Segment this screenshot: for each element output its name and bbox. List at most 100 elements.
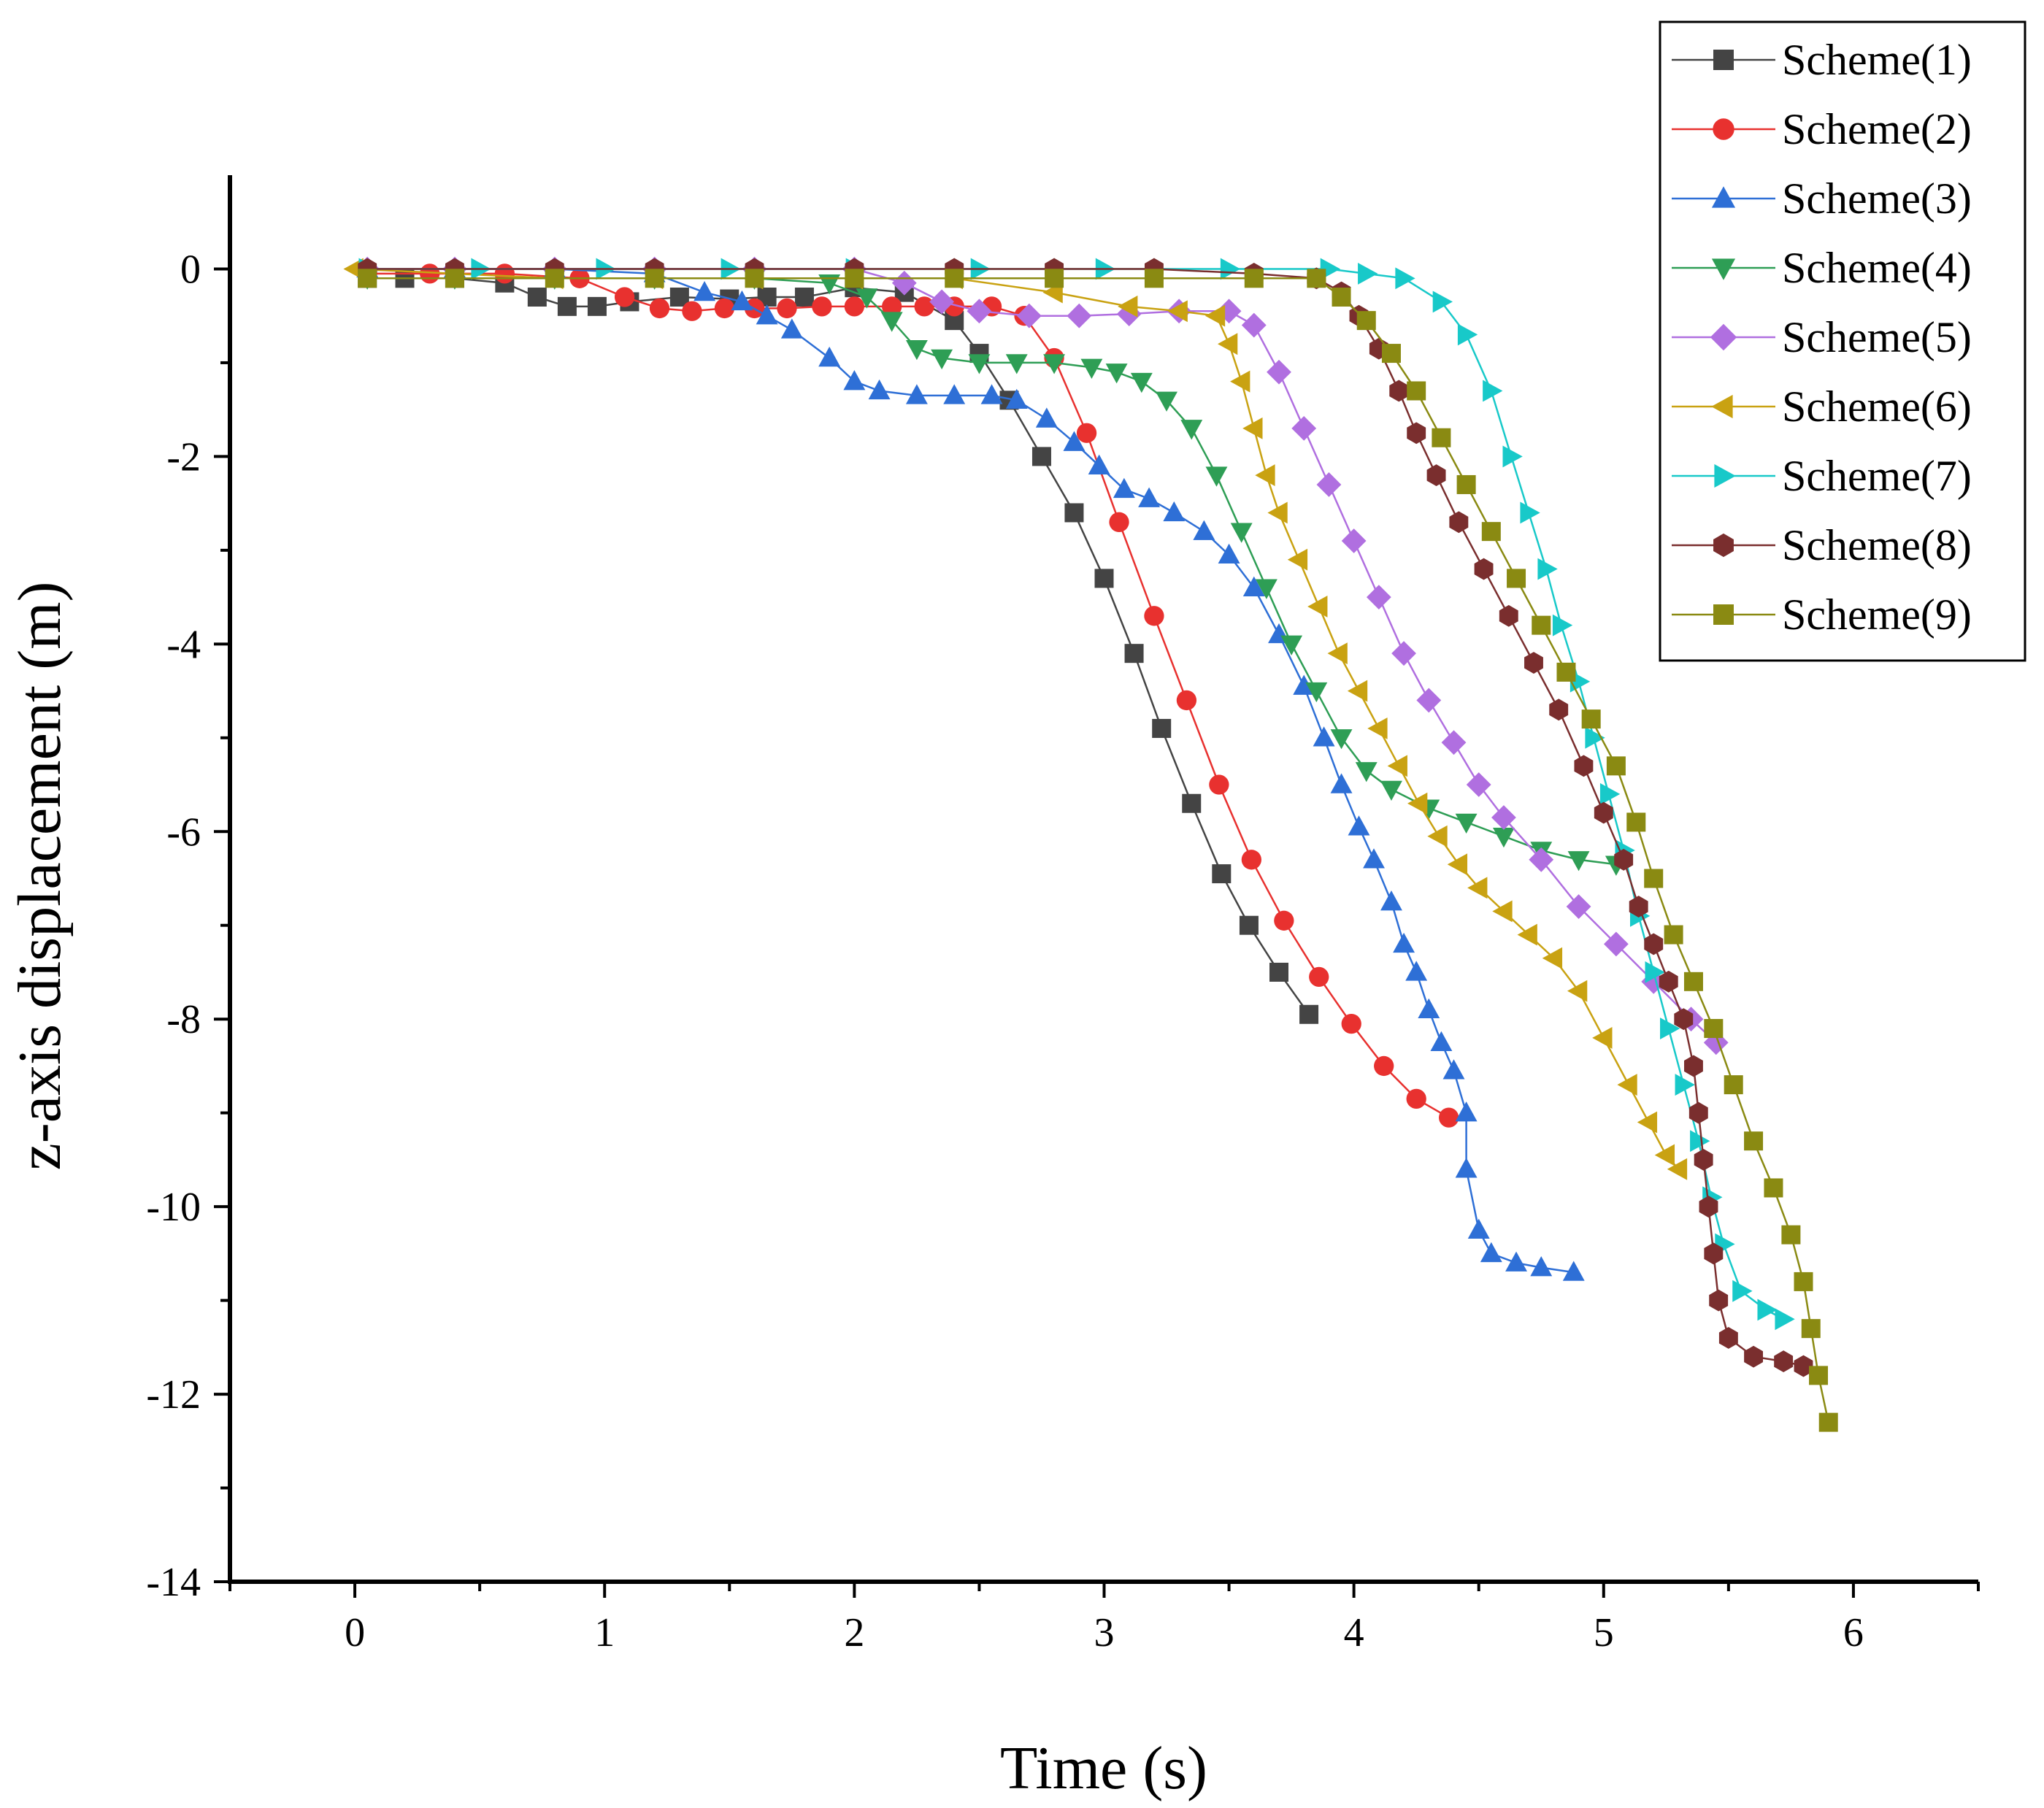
series-layer xyxy=(343,256,1838,1432)
data-point xyxy=(1732,1280,1753,1302)
data-point xyxy=(445,269,464,288)
data-point xyxy=(1781,1225,1801,1245)
data-point xyxy=(1794,1355,1813,1377)
series-line xyxy=(367,277,1617,866)
data-point xyxy=(1366,585,1391,609)
data-point xyxy=(1381,344,1401,363)
y-tick-label: 0 xyxy=(180,247,201,292)
legend-label: Scheme(5) xyxy=(1782,313,1972,361)
data-point xyxy=(1517,923,1537,946)
data-point xyxy=(1617,1074,1637,1096)
x-tick-label: 0 xyxy=(345,1610,365,1655)
data-point xyxy=(1809,1366,1829,1385)
data-point xyxy=(1699,1196,1718,1218)
data-point xyxy=(1064,503,1084,523)
data-point xyxy=(1466,772,1491,797)
data-point xyxy=(1520,501,1540,524)
data-point xyxy=(844,296,865,317)
data-point xyxy=(1456,474,1476,494)
data-point xyxy=(1480,1242,1502,1263)
data-point xyxy=(1205,466,1228,487)
legend-marker xyxy=(1713,50,1734,70)
data-point xyxy=(843,370,866,391)
legend-marker xyxy=(1711,186,1736,208)
data-point xyxy=(1430,1031,1453,1052)
x-tick-label: 4 xyxy=(1344,1610,1364,1655)
legend-marker xyxy=(1713,533,1734,558)
data-point xyxy=(1774,1350,1794,1373)
legend-label: Scheme(8) xyxy=(1782,521,1972,569)
data-point xyxy=(1629,896,1648,918)
legend-item: Scheme(4) xyxy=(1672,244,1972,292)
data-point xyxy=(980,384,1003,404)
data-point xyxy=(1659,970,1678,993)
data-point xyxy=(1330,729,1353,750)
data-point xyxy=(1654,1144,1675,1166)
data-point xyxy=(1230,523,1253,543)
data-point xyxy=(1217,333,1238,355)
data-point xyxy=(1293,674,1315,695)
data-point xyxy=(1599,782,1621,805)
data-point xyxy=(1407,422,1426,445)
data-point xyxy=(1524,652,1543,674)
data-point xyxy=(1694,1148,1713,1171)
data-point xyxy=(1592,1026,1613,1049)
data-point xyxy=(1330,773,1353,793)
data-point xyxy=(1393,932,1415,953)
data-point xyxy=(1307,269,1326,288)
data-point xyxy=(1244,269,1264,288)
data-point xyxy=(1432,291,1453,313)
data-point xyxy=(1407,792,1428,815)
data-point xyxy=(1406,1088,1426,1109)
data-point xyxy=(1603,931,1629,957)
legend-marker xyxy=(1713,118,1734,140)
data-point xyxy=(1341,528,1367,553)
data-point xyxy=(1567,851,1590,872)
data-point xyxy=(1688,1101,1708,1124)
series-3 xyxy=(356,257,1585,1281)
legend-marker xyxy=(1711,258,1736,280)
data-point xyxy=(1167,300,1188,323)
y-tick-label: -14 xyxy=(146,1560,201,1605)
data-point xyxy=(1035,407,1058,428)
data-point xyxy=(1581,709,1601,729)
data-point xyxy=(1367,718,1388,739)
data-point xyxy=(1124,644,1144,663)
x-tick-label: 3 xyxy=(1094,1610,1115,1655)
data-point xyxy=(1818,1412,1838,1432)
data-point xyxy=(1502,445,1523,468)
legend-item: Scheme(2) xyxy=(1672,105,1972,153)
y-tick-label: -12 xyxy=(146,1372,201,1417)
data-point xyxy=(967,299,992,324)
data-point xyxy=(1063,431,1086,451)
data-point xyxy=(1374,1055,1394,1077)
data-point xyxy=(1230,370,1250,393)
data-point xyxy=(1704,1019,1724,1039)
legend: Scheme(1) Scheme(2) Scheme(3) Scheme(4) Sche… xyxy=(1659,20,2026,662)
data-point xyxy=(1481,522,1501,542)
data-point xyxy=(1356,311,1376,331)
x-tick-label: 2 xyxy=(844,1610,864,1655)
legend-label: Scheme(1) xyxy=(1782,36,1972,84)
data-point xyxy=(1744,1131,1764,1151)
data-point xyxy=(645,269,664,288)
data-point xyxy=(914,296,934,317)
data-point xyxy=(1455,1101,1478,1122)
data-point xyxy=(1491,805,1516,830)
data-point xyxy=(1287,548,1308,571)
data-point xyxy=(1467,1218,1490,1239)
legend-label: Scheme(4) xyxy=(1782,244,1972,292)
data-point xyxy=(1016,303,1042,328)
data-point xyxy=(1209,774,1229,795)
data-point xyxy=(1483,380,1503,402)
data-point xyxy=(1427,825,1448,847)
data-point xyxy=(1212,864,1232,884)
legend-label: Scheme(6) xyxy=(1782,382,1972,431)
legend-marker xyxy=(1714,463,1736,488)
data-point xyxy=(756,304,778,325)
data-point xyxy=(929,289,955,315)
data-point xyxy=(1130,372,1153,393)
data-point xyxy=(1606,756,1626,776)
data-point xyxy=(1005,354,1028,374)
data-point xyxy=(1080,358,1103,379)
